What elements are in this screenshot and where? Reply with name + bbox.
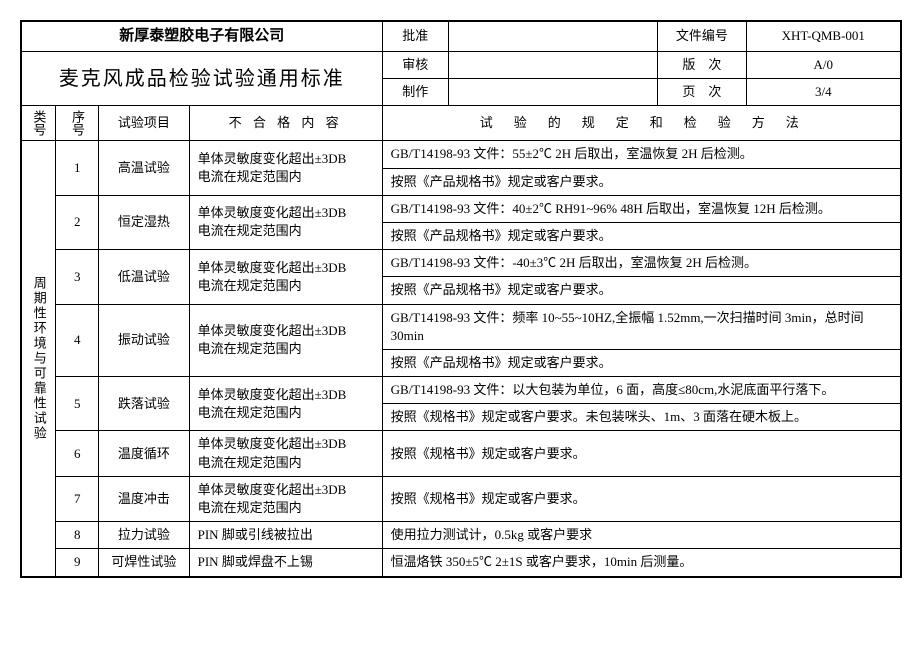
seq-2: 2 <box>56 195 99 249</box>
fail-8: PIN 脚或引线被拉出 <box>189 522 382 549</box>
version-value: A/0 <box>746 52 900 79</box>
seq-3: 3 <box>56 250 99 304</box>
fail-6: 单体灵敏度变化超出±3DB电流在规定范围内 <box>189 431 382 476</box>
doc-title: 麦克风成品检验试验通用标准 <box>22 52 383 106</box>
col-item: 试验项目 <box>99 106 189 141</box>
fail-3: 单体灵敏度变化超出±3DB电流在规定范围内 <box>189 250 382 304</box>
item-5: 跌落试验 <box>99 377 189 431</box>
item-7: 温度冲击 <box>99 476 189 521</box>
main-table: 新厚泰塑胶电子有限公司 批准 文件编号 XHT-QMB-001 麦克风成品检验试… <box>21 21 901 577</box>
method-3b: 按照《产品规格书》规定或客户要求。 <box>382 277 900 304</box>
page-value: 3/4 <box>746 79 900 106</box>
version-label: 版 次 <box>658 52 746 79</box>
seq-8: 8 <box>56 522 99 549</box>
item-2: 恒定湿热 <box>99 195 189 249</box>
docno-label: 文件编号 <box>658 22 746 52</box>
method-1b: 按照《产品规格书》规定或客户要求。 <box>382 168 900 195</box>
col-seq: 序号 <box>56 106 99 141</box>
method-5b: 按照《规格书》规定或客户要求。未包装咪头、1m、3 面落在硬木板上。 <box>382 404 900 431</box>
review-label: 审核 <box>382 52 448 79</box>
fail-1: 单体灵敏度变化超出±3DB电流在规定范围内 <box>189 141 382 195</box>
fail-7: 单体灵敏度变化超出±3DB电流在规定范围内 <box>189 476 382 521</box>
method-6: 按照《规格书》规定或客户要求。 <box>382 431 900 476</box>
seq-4: 4 <box>56 304 99 377</box>
approve-value <box>448 22 658 52</box>
method-2b: 按照《产品规格书》规定或客户要求。 <box>382 222 900 249</box>
method-3a: GB/T14198-93 文件：-40±3℃ 2H 后取出，室温恢复 2H 后检… <box>382 250 900 277</box>
method-1a: GB/T14198-93 文件：55±2℃ 2H 后取出，室温恢复 2H 后检测… <box>382 141 900 168</box>
col-method: 试 验 的 规 定 和 检 验 方 法 <box>382 106 900 141</box>
method-7: 按照《规格书》规定或客户要求。 <box>382 476 900 521</box>
item-6: 温度循环 <box>99 431 189 476</box>
document-frame: 新厚泰塑胶电子有限公司 批准 文件编号 XHT-QMB-001 麦克风成品检验试… <box>20 20 902 578</box>
method-9: 恒温烙铁 350±5℃ 2±1S 或客户要求，10min 后测量。 <box>382 549 900 576</box>
method-8: 使用拉力测试计，0.5kg 或客户要求 <box>382 522 900 549</box>
approve-label: 批准 <box>382 22 448 52</box>
make-value <box>448 79 658 106</box>
item-8: 拉力试验 <box>99 522 189 549</box>
item-4: 振动试验 <box>99 304 189 377</box>
docno-value: XHT-QMB-001 <box>746 22 900 52</box>
method-2a: GB/T14198-93 文件：40±2℃ RH91~96% 48H 后取出，室… <box>382 195 900 222</box>
fail-2: 单体灵敏度变化超出±3DB电流在规定范围内 <box>189 195 382 249</box>
fail-5: 单体灵敏度变化超出±3DB电流在规定范围内 <box>189 377 382 431</box>
item-1: 高温试验 <box>99 141 189 195</box>
seq-7: 7 <box>56 476 99 521</box>
col-fail: 不 合 格 内 容 <box>189 106 382 141</box>
category-cell: 周期性环境与可靠性试验 <box>22 141 56 576</box>
seq-6: 6 <box>56 431 99 476</box>
make-label: 制作 <box>382 79 448 106</box>
seq-9: 9 <box>56 549 99 576</box>
review-value <box>448 52 658 79</box>
col-category: 类号 <box>22 106 56 141</box>
item-3: 低温试验 <box>99 250 189 304</box>
method-4a: GB/T14198-93 文件：频率 10~55~10HZ,全振幅 1.52mm… <box>382 304 900 349</box>
method-4b: 按照《产品规格书》规定或客户要求。 <box>382 349 900 376</box>
fail-9: PIN 脚或焊盘不上锡 <box>189 549 382 576</box>
seq-1: 1 <box>56 141 99 195</box>
company-name: 新厚泰塑胶电子有限公司 <box>22 22 383 52</box>
method-5a: GB/T14198-93 文件：以大包装为单位，6 面，高度≤80cm,水泥底面… <box>382 377 900 404</box>
fail-4: 单体灵敏度变化超出±3DB电流在规定范围内 <box>189 304 382 377</box>
item-9: 可焊性试验 <box>99 549 189 576</box>
page-label: 页 次 <box>658 79 746 106</box>
seq-5: 5 <box>56 377 99 431</box>
